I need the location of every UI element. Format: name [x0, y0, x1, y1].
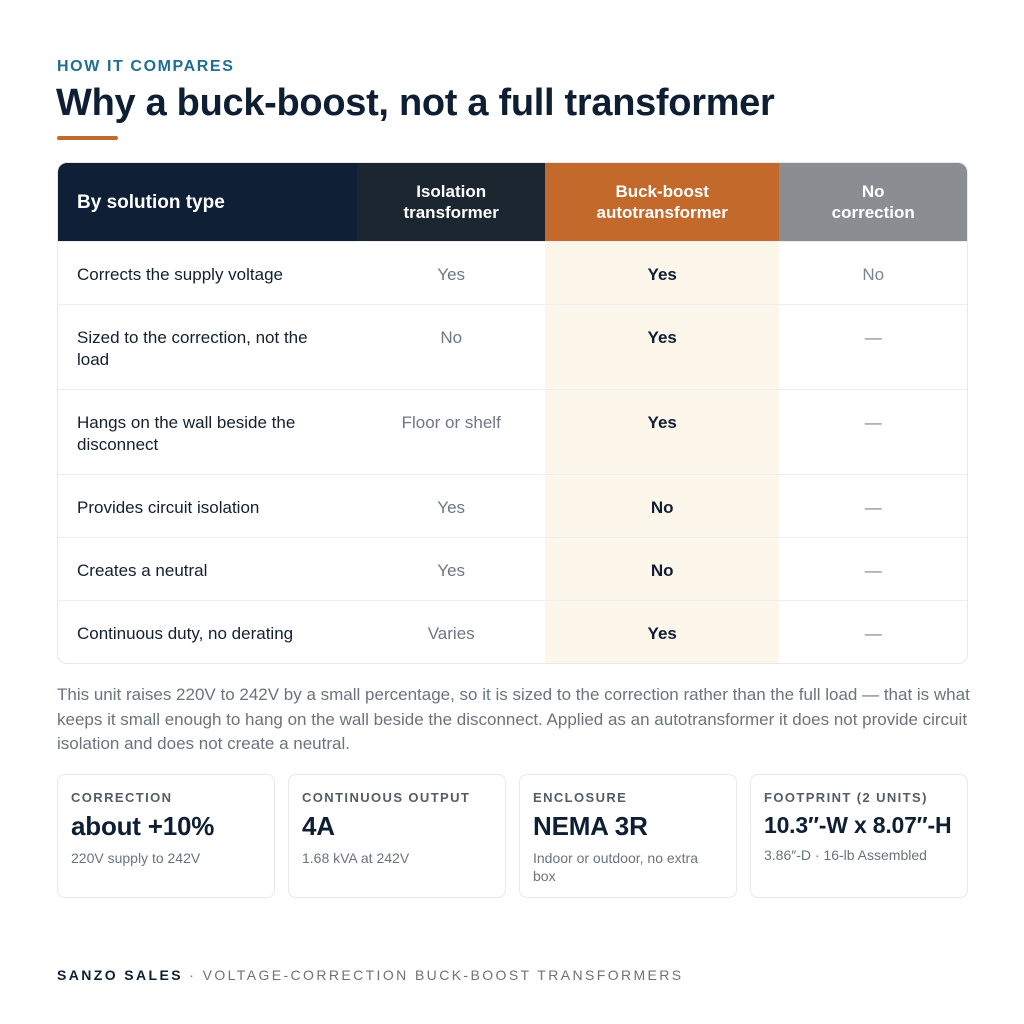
- card-value: 10.3″-W x 8.07″-H: [764, 812, 952, 838]
- footer: SANZO SALES · VOLTAGE-CORRECTION BUCK-BO…: [57, 967, 684, 983]
- row-label: Hangs on the wall beside the disconnect: [77, 413, 296, 454]
- header-label: By solution type: [77, 191, 225, 213]
- table-row: Sized to the correction, not the load No…: [58, 304, 967, 389]
- card-value: about +10%: [71, 811, 215, 841]
- table-header: By solution type Isolation transformer B…: [58, 163, 967, 241]
- row-label: Corrects the supply voltage: [77, 265, 283, 284]
- card-label: CORRECTION: [71, 790, 173, 805]
- spec-card-continuous-output: CONTINUOUS OUTPUT 4A 1.68 kVA at 242V: [288, 774, 506, 898]
- comparison-table: By solution type Isolation transformer B…: [57, 162, 968, 664]
- table-row: Continuous duty, no derating Varies Yes …: [58, 600, 967, 663]
- card-subtext: 1.68 kVA at 242V: [302, 850, 410, 866]
- cell-buck-boost: No: [544, 538, 780, 600]
- cell-buck-boost: Yes: [544, 390, 780, 474]
- cell-no-correction: —: [864, 498, 882, 517]
- card-value: 4A: [302, 811, 335, 841]
- card-subtext: 220V supply to 242V: [71, 850, 201, 866]
- cell-buck-boost: Yes: [544, 242, 780, 304]
- header-label: No correction: [831, 182, 915, 222]
- brand-name: SANZO SALES: [57, 967, 183, 983]
- spec-card-footprint: FOOTPRINT (2 UNITS) 10.3″-W x 8.07″-H 3.…: [750, 774, 968, 898]
- table-row: Corrects the supply voltage Yes Yes No: [58, 241, 967, 304]
- header-buck-boost-autotransformer: Buck-boost autotransformer: [544, 163, 780, 241]
- table-row: Hangs on the wall beside the disconnect …: [58, 389, 967, 474]
- header-label: Buck-boost autotransformer: [596, 182, 728, 222]
- card-label: FOOTPRINT (2 UNITS): [764, 790, 928, 805]
- card-value: NEMA 3R: [533, 811, 648, 841]
- cell-buck-boost: Yes: [544, 305, 780, 389]
- eyebrow: HOW IT COMPARES: [57, 58, 235, 75]
- row-label: Sized to the correction, not the load: [77, 328, 308, 369]
- cell-no-correction: —: [864, 561, 882, 580]
- row-label: Creates a neutral: [77, 561, 208, 580]
- card-subtext: Indoor or outdoor, no extra box: [533, 850, 698, 884]
- cell-no-correction: —: [864, 328, 882, 347]
- table-row: Provides circuit isolation Yes No —: [58, 474, 967, 537]
- card-label: CONTINUOUS OUTPUT: [302, 790, 471, 805]
- spec-card-enclosure: ENCLOSURE NEMA 3R Indoor or outdoor, no …: [519, 774, 737, 898]
- spec-cards: CORRECTION about +10% 220V supply to 242…: [57, 774, 968, 898]
- cell-no-correction: —: [864, 624, 882, 643]
- card-label: ENCLOSURE: [533, 790, 628, 805]
- card-subtext: 3.86″-D · 16-lb Assembled: [764, 847, 927, 863]
- header-isolation-transformer: Isolation transformer: [357, 163, 545, 241]
- cell-isolation: Varies: [427, 624, 475, 643]
- cell-isolation: Yes: [437, 561, 466, 580]
- footer-tagline: VOLTAGE-CORRECTION BUCK-BOOST TRANSFORME…: [202, 967, 684, 983]
- cell-isolation: Yes: [437, 498, 466, 517]
- row-label: Provides circuit isolation: [77, 498, 260, 517]
- cell-no-correction: —: [864, 413, 882, 432]
- explanation-note: This unit raises 220V to 242V by a small…: [57, 685, 970, 753]
- header-label: Isolation transformer: [403, 182, 499, 222]
- cell-isolation: Floor or shelf: [401, 413, 501, 432]
- table-row: Creates a neutral Yes No —: [58, 537, 967, 600]
- page-title: Why a buck-boost, not a full transformer: [56, 82, 775, 124]
- row-label: Continuous duty, no derating: [77, 624, 294, 643]
- header-no-correction: No correction: [779, 163, 967, 241]
- cell-buck-boost: No: [544, 475, 780, 537]
- cell-no-correction: No: [862, 265, 885, 284]
- spec-card-correction: CORRECTION about +10% 220V supply to 242…: [57, 774, 275, 898]
- cell-isolation: No: [440, 328, 463, 347]
- footer-separator: ·: [182, 967, 203, 983]
- cell-buck-boost: Yes: [544, 601, 780, 663]
- cell-isolation: Yes: [437, 265, 466, 284]
- title-underline: [57, 136, 118, 140]
- header-solution-type: By solution type: [58, 163, 358, 241]
